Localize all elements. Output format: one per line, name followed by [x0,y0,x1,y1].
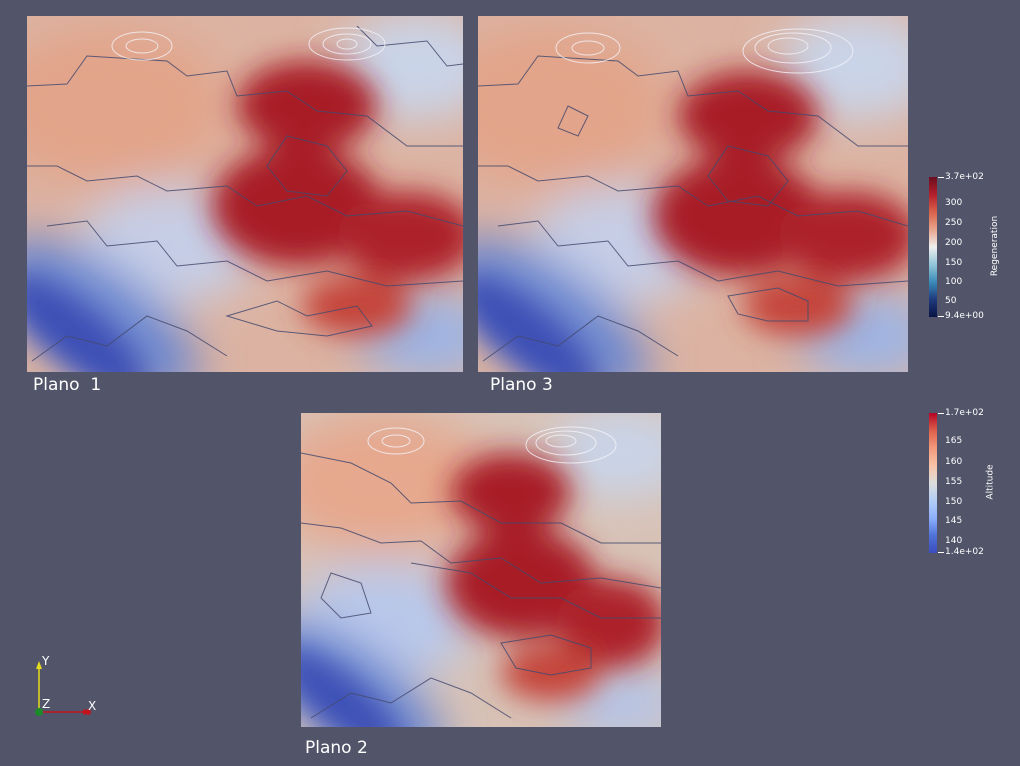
altitude-colorbar-gradient [929,413,937,553]
plane-2-label: Plano 2 [305,738,368,758]
regeneration-tick-label: 9.4e+00 [945,311,984,321]
y-axis-label: Y [42,654,50,668]
regeneration-colorbar: 3.7e+02 300 250 200 150 100 50 9.4e+00 R… [929,172,1019,321]
altitude-colorbar: 1.7e+02 165 160 155 150 145 140 1.4e+02 … [929,408,1019,557]
plane-2-heatmap [301,413,661,727]
altitude-tick-label: 165 [945,436,963,446]
plane-1-view[interactable] [27,16,463,372]
z-axis-label: Z [42,697,51,711]
regeneration-tick-mark [938,177,944,178]
altitude-tick-mark [938,413,944,414]
orientation-axes-graphic [35,661,91,716]
plane-3-view[interactable] [478,16,908,372]
regeneration-tick-label: 300 [945,198,963,208]
regeneration-colorbar-title: Regeneration [990,215,1001,277]
plane-3-heatmap [478,16,908,372]
altitude-tick-label: 155 [945,477,963,487]
altitude-tick-label: 1.7e+02 [945,408,984,418]
y-axis-arrow [36,661,42,669]
plane-3-label: Plano 3 [490,375,553,395]
altitude-tick-label: 160 [945,457,963,467]
regeneration-tick-label: 150 [945,258,963,268]
orientation-axes-widget[interactable]: Y Z X [28,654,108,724]
altitude-tick-label: 150 [945,497,963,507]
regeneration-tick-label: 100 [945,277,963,287]
regeneration-tick-label: 50 [945,296,957,306]
altitude-colorbar-title: Altitude [985,464,996,500]
regeneration-tick-label: 3.7e+02 [945,172,984,182]
altitude-tick-mark [938,552,944,553]
plane-1-heatmap [27,16,463,372]
plane-2-view[interactable] [301,413,661,727]
x-axis-point [85,709,91,715]
altitude-tick-label: 1.4e+02 [945,547,984,557]
altitude-tick-label: 140 [945,536,963,546]
x-axis-label: X [88,699,97,713]
z-axis-point [35,708,43,716]
plane-1-label: Plano 1 [33,375,102,395]
altitude-tick-label: 145 [945,516,963,526]
regeneration-tick-mark [938,316,944,317]
regeneration-colorbar-gradient [929,177,937,317]
regeneration-tick-label: 200 [945,238,963,248]
regeneration-tick-label: 250 [945,218,963,228]
